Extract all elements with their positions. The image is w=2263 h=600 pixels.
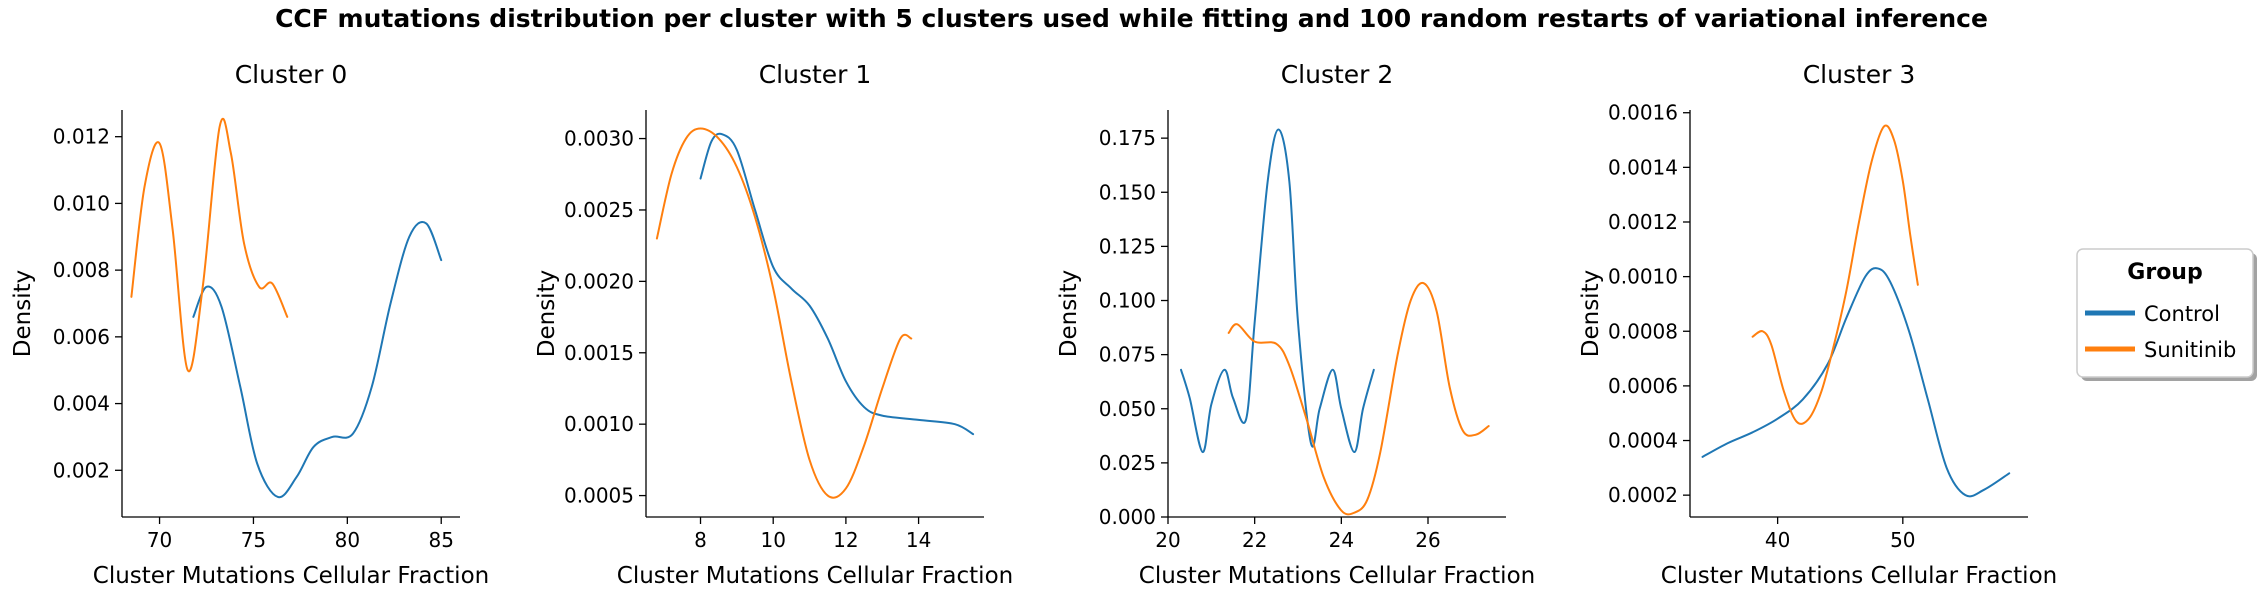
series-line-1-sunitinib (655, 127, 913, 499)
panel-title-3: Cluster 3 (1803, 60, 1916, 89)
y-tick-label-0-3: 0.008 (53, 258, 110, 282)
y-tick-label-2-6: 0.150 (1099, 180, 1156, 204)
panel-title-1: Cluster 1 (759, 60, 872, 89)
y-tick-label-3-4: 0.0010 (1608, 265, 1678, 289)
x-tick-label-2-0: 20 (1155, 528, 1180, 552)
y-axis-label-2: Density (1056, 270, 1082, 357)
x-tick-label-2-3: 26 (1415, 528, 1440, 552)
x-tick-label-3-1: 50 (1890, 528, 1915, 552)
y-tick-label-1-3: 0.0020 (564, 269, 634, 293)
x-tick-label-0-0: 70 (147, 528, 172, 552)
legend-label-control: Control (2144, 302, 2220, 326)
y-tick-label-3-3: 0.0008 (1608, 319, 1678, 343)
y-tick-label-3-1: 0.0004 (1608, 429, 1678, 453)
y-tick-label-2-7: 0.175 (1099, 126, 1156, 150)
series-line-2-control (1180, 128, 1375, 454)
y-tick-label-2-1: 0.025 (1099, 451, 1156, 475)
y-tick-label-0-0: 0.002 (53, 458, 110, 482)
y-tick-label-1-0: 0.0005 (564, 484, 634, 508)
figure-title: CCF mutations distribution per cluster w… (275, 4, 1988, 33)
y-tick-label-1-1: 0.0010 (564, 412, 634, 436)
y-tick-label-1-4: 0.0025 (564, 198, 634, 222)
x-tick-label-1-3: 14 (906, 528, 931, 552)
series-line-2-sunitinib (1227, 281, 1490, 516)
panel-title-2: Cluster 2 (1281, 60, 1394, 89)
y-tick-label-2-2: 0.050 (1099, 397, 1156, 421)
y-tick-label-1-2: 0.0015 (564, 341, 634, 365)
legend-box (2076, 248, 2254, 378)
x-tick-label-0-3: 85 (428, 528, 453, 552)
x-axis-label-1: Cluster Mutations Cellular Fraction (617, 563, 1013, 589)
series-line-1-control (699, 132, 975, 436)
series-line-3-sunitinib (1751, 124, 1919, 425)
y-tick-label-0-2: 0.006 (53, 325, 110, 349)
series-line-0-control (192, 221, 443, 499)
y-tick-label-0-1: 0.004 (53, 392, 110, 416)
series-line-3-control (1701, 267, 2011, 498)
x-tick-label-0-2: 80 (335, 528, 360, 552)
y-axis-label-1: Density (534, 270, 560, 357)
x-tick-label-2-2: 24 (1329, 528, 1354, 552)
y-tick-label-3-7: 0.0016 (1608, 101, 1678, 125)
legend-label-sunitinib: Sunitinib (2144, 338, 2236, 362)
x-axis-label-2: Cluster Mutations Cellular Fraction (1139, 563, 1535, 589)
y-tick-label-2-5: 0.125 (1099, 234, 1156, 258)
y-tick-label-3-5: 0.0012 (1608, 210, 1678, 234)
y-tick-label-0-5: 0.012 (53, 125, 110, 149)
x-tick-label-1-2: 12 (833, 528, 858, 552)
legend: Group Control Sunitinib (2076, 248, 2257, 381)
x-tick-label-1-0: 8 (694, 528, 707, 552)
y-tick-label-2-3: 0.075 (1099, 343, 1156, 367)
x-tick-label-0-1: 75 (241, 528, 266, 552)
y-axis-label-0: Density (10, 270, 36, 357)
x-axis-label-3: Cluster Mutations Cellular Fraction (1661, 563, 2057, 589)
panel-title-0: Cluster 0 (235, 60, 348, 89)
x-tick-label-3-0: 40 (1765, 528, 1790, 552)
x-tick-label-2-1: 22 (1242, 528, 1267, 552)
x-tick-label-1-1: 10 (760, 528, 785, 552)
y-tick-label-0-4: 0.010 (53, 191, 110, 215)
y-tick-label-3-2: 0.0006 (1608, 374, 1678, 398)
x-axis-label-0: Cluster Mutations Cellular Fraction (93, 563, 489, 589)
y-tick-label-3-0: 0.0002 (1608, 483, 1678, 507)
series-line-0-sunitinib (130, 117, 289, 373)
y-tick-label-2-4: 0.100 (1099, 289, 1156, 313)
y-tick-label-3-6: 0.0014 (1608, 155, 1678, 179)
y-axis-label-3: Density (1578, 270, 1604, 357)
y-tick-label-2-0: 0.000 (1099, 505, 1156, 529)
y-tick-label-1-5: 0.0030 (564, 127, 634, 151)
legend-title: Group (2127, 260, 2202, 285)
